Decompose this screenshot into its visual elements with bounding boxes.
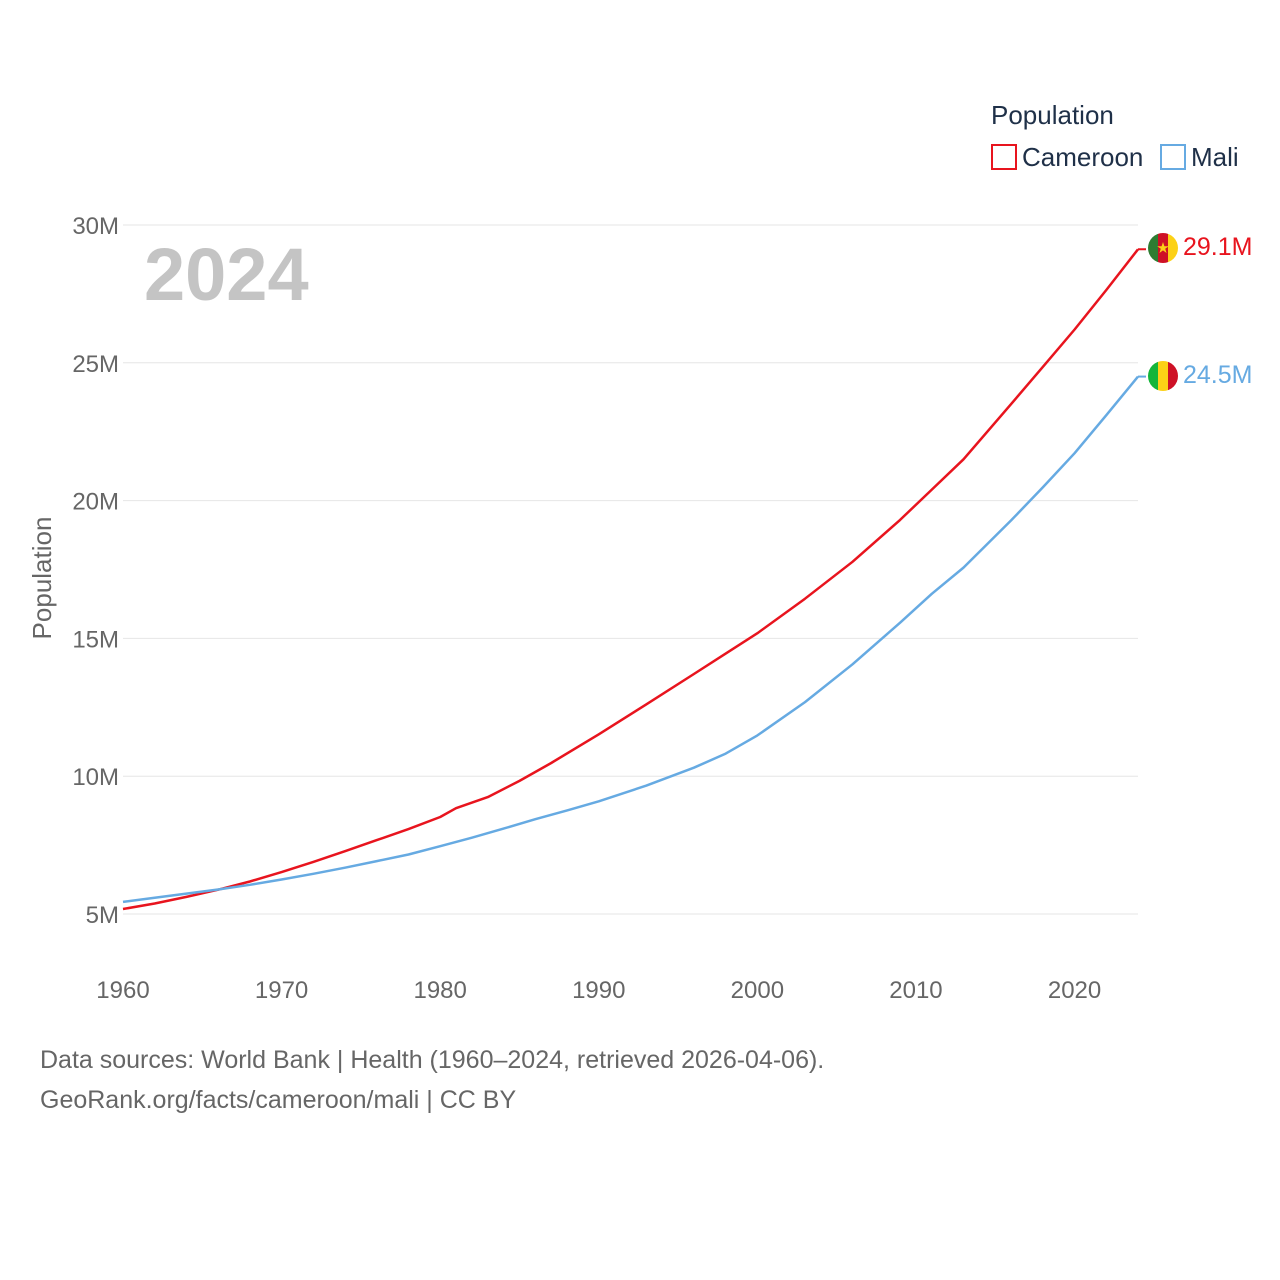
gridlines — [123, 224, 1138, 915]
x-tick-label: 2020 — [1048, 977, 1101, 1004]
x-tick-label: 1980 — [413, 977, 466, 1004]
y-tick-label: 15M — [72, 626, 119, 653]
attribution-line: GeoRank.org/facts/cameroon/mali | CC BY — [40, 1086, 517, 1114]
mali-flag-icon — [1148, 361, 1178, 391]
y-tick-label: 25M — [72, 351, 119, 378]
mali-end-label: 24.5M — [1183, 361, 1252, 389]
x-tick-label: 1970 — [255, 977, 308, 1004]
legend-title: Population — [991, 100, 1114, 130]
y-tick-label: 30M — [72, 213, 119, 240]
cameroon-flag-icon — [1148, 233, 1178, 263]
legend-label-cameroon: Cameroon — [1022, 142, 1143, 172]
series-line-mali — [122, 375, 1139, 904]
series-line-cameroon — [122, 248, 1139, 911]
x-tick-label: 2000 — [731, 977, 784, 1004]
y-tick-label: 10M — [72, 764, 119, 791]
source-footer: Data sources: World Bank | Health (1960–… — [40, 1040, 824, 1120]
x-tick-label: 2010 — [889, 977, 942, 1004]
x-tick-label: 1990 — [572, 977, 625, 1004]
legend-swatch-cameroon — [991, 144, 1017, 170]
legend-swatch-mali — [1160, 144, 1186, 170]
legend: Population Cameroon Mali — [991, 100, 1239, 172]
y-axis: 5M 10M 15M 20M 25M 30M — [72, 213, 119, 929]
legend-label-mali: Mali — [1191, 142, 1239, 172]
y-tick-label: 20M — [72, 489, 119, 516]
x-tick-label: 1960 — [96, 977, 149, 1004]
source-line: Data sources: World Bank | Health (1960–… — [40, 1046, 825, 1074]
series-lines — [122, 248, 1146, 911]
cameroon-end-label: 29.1M — [1183, 233, 1252, 261]
line-chart: 5M 10M 15M 20M 25M 30M 1960 1970 1980 1990 2000 20… — [27, 100, 1252, 1004]
x-axis: 1960 1970 1980 1990 2000 2010 2020 — [96, 977, 1101, 1004]
year-label: 2024 — [144, 233, 309, 316]
y-tick-label: 5M — [86, 902, 119, 929]
y-axis-label: Population — [27, 517, 57, 640]
